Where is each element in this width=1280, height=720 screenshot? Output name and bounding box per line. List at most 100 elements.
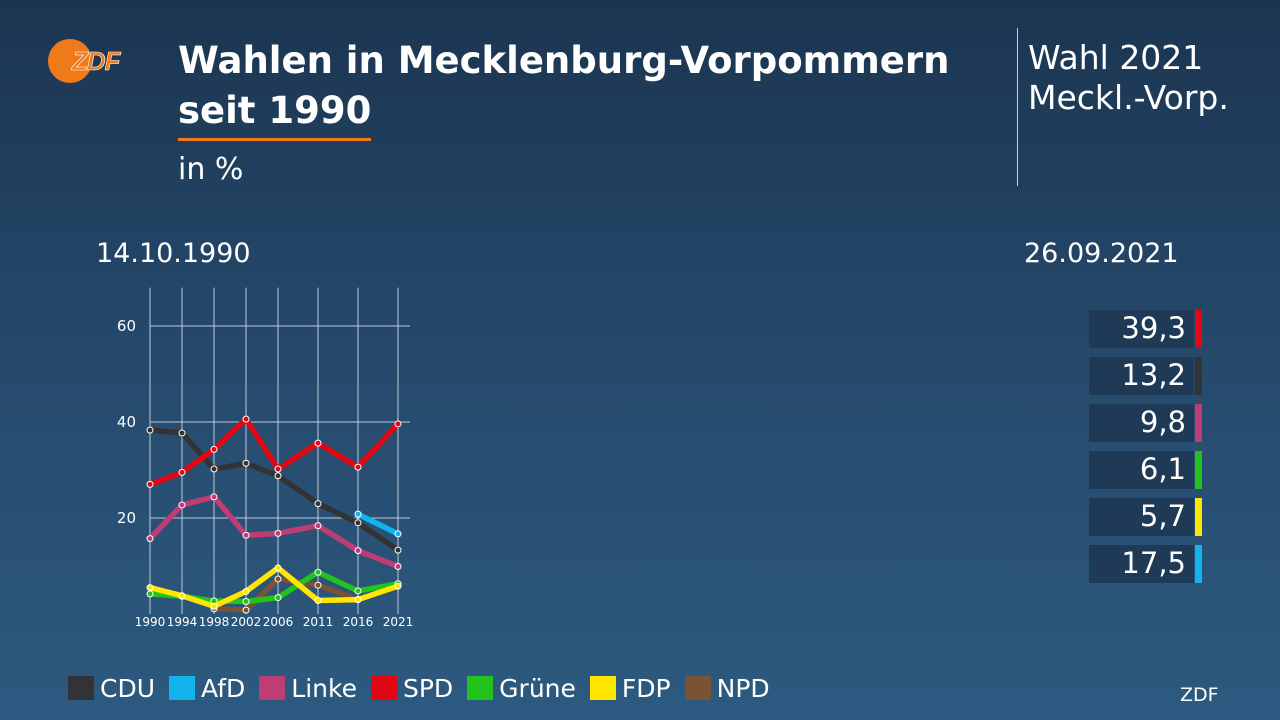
result-color-bar-afd: [1195, 545, 1202, 583]
legend-label: FDP: [621, 673, 671, 703]
data-point-cdu: [394, 546, 402, 554]
legend-label: Linke: [291, 673, 357, 703]
legend-swatch: [467, 676, 494, 700]
side-title: Wahl 2021 Meckl.-Vorp.: [1028, 38, 1229, 118]
legend-swatch: [68, 676, 94, 700]
result-color-bar-fdp: [1195, 498, 1202, 536]
legend-label: Grüne: [499, 673, 576, 703]
header-divider: [1017, 28, 1018, 186]
title-line-1: Wahlen in Mecklenburg-Vorpommern: [178, 39, 950, 82]
data-point-afd: [354, 510, 362, 518]
legend-item-fdp: FDP: [589, 673, 671, 703]
result-color-bar-grüne: [1195, 451, 1202, 489]
legend-item-spd: SPD: [370, 673, 454, 703]
data-point-grüne: [354, 587, 362, 595]
data-point-spd: [394, 420, 402, 428]
data-point-spd: [242, 415, 250, 423]
data-point-cdu: [146, 426, 154, 434]
result-box-linke: 9,8: [1089, 404, 1194, 442]
data-point-linke: [178, 501, 186, 509]
legend-item-npd: NPD: [684, 673, 770, 703]
data-point-linke: [146, 535, 154, 543]
y-tick-label: 20: [117, 509, 136, 527]
data-point-linke: [394, 562, 402, 570]
legend-swatch: [259, 676, 286, 700]
data-point-fdp: [354, 596, 362, 604]
y-tick-label: 40: [117, 413, 136, 431]
data-point-linke: [354, 547, 362, 555]
title-line-2: seit 1990: [178, 86, 372, 141]
x-tick-label: 2011: [303, 615, 334, 629]
series-line-fdp: [147, 565, 401, 610]
zdf-logo: ZDF: [48, 39, 123, 83]
svg-text:ZDF: ZDF: [71, 46, 122, 76]
data-point-linke: [274, 529, 282, 537]
result-color-bar-linke: [1195, 404, 1202, 442]
result-value: 17,5: [1121, 546, 1186, 580]
result-box-fdp: 5,7: [1089, 498, 1194, 536]
data-point-grüne: [242, 598, 250, 606]
side-title-line-2: Meckl.-Vorp.: [1028, 78, 1229, 117]
data-point-spd: [314, 439, 322, 447]
data-point-spd: [354, 463, 362, 471]
result-color-bar-spd: [1195, 310, 1202, 348]
data-point-fdp: [210, 602, 218, 610]
result-box-grüne: 6,1: [1089, 451, 1194, 489]
legend-swatch: [169, 676, 196, 700]
legend-swatch: [370, 676, 397, 700]
result-box-spd: 39,3: [1089, 310, 1194, 348]
data-point-grüne: [274, 594, 282, 602]
result-value: 39,3: [1121, 311, 1186, 345]
data-point-linke: [242, 531, 250, 539]
data-point-fdp: [178, 592, 186, 600]
x-tick-label: 1994: [167, 615, 198, 629]
x-tick-label: 2002: [231, 615, 262, 629]
source-label: ZDF: [1180, 684, 1219, 706]
x-tick-label: 1990: [135, 615, 166, 629]
data-point-grüne: [146, 590, 154, 598]
legend-label: SPD: [402, 673, 454, 703]
result-value: 13,2: [1121, 358, 1186, 392]
x-tick-label: 2006: [263, 615, 294, 629]
legend-label: AfD: [201, 673, 246, 703]
data-point-cdu: [354, 519, 362, 527]
data-point-fdp: [394, 582, 402, 590]
data-point-afd: [394, 530, 402, 538]
series-line-linke: [147, 494, 401, 570]
side-title-line-1: Wahl 2021: [1028, 38, 1204, 77]
data-point-fdp: [274, 564, 282, 572]
data-point-cdu: [178, 429, 186, 437]
legend-item-afd: AfD: [169, 674, 245, 703]
legend-swatch: [589, 676, 616, 700]
data-point-cdu: [274, 472, 282, 480]
data-point-fdp: [146, 584, 154, 592]
legend-item-linke: Linke: [259, 674, 357, 703]
data-point-cdu: [314, 500, 322, 508]
data-point-grüne: [314, 568, 322, 576]
x-tick-label: 2021: [383, 615, 414, 629]
x-tick-label: 2016: [343, 615, 374, 629]
page-title: Wahlen in Mecklenburg-Vorpommern seit 19…: [178, 36, 949, 141]
result-color-bar-cdu: [1195, 357, 1202, 395]
data-point-npd: [314, 581, 322, 589]
data-point-npd: [274, 575, 282, 583]
legend-item-grüne: Grüne: [467, 674, 576, 703]
data-point-fdp: [242, 587, 250, 595]
series-line-afd: [355, 511, 401, 537]
y-tick-label: 60: [117, 317, 136, 335]
result-box-afd: 17,5: [1089, 545, 1194, 583]
data-point-spd: [178, 468, 186, 476]
data-point-npd: [242, 606, 250, 614]
legend-swatch: [684, 676, 711, 700]
series-line-spd: [147, 416, 401, 488]
series-line-cdu: [147, 427, 401, 553]
data-point-fdp: [314, 597, 322, 605]
data-point-linke: [210, 493, 218, 501]
legend-item-cdu: CDU: [68, 674, 155, 703]
unit-subtitle: in %: [178, 152, 244, 187]
date-start: 14.10.1990: [96, 238, 251, 269]
legend-label: NPD: [716, 673, 770, 703]
data-point-cdu: [242, 459, 250, 467]
legend-label: CDU: [100, 673, 156, 703]
